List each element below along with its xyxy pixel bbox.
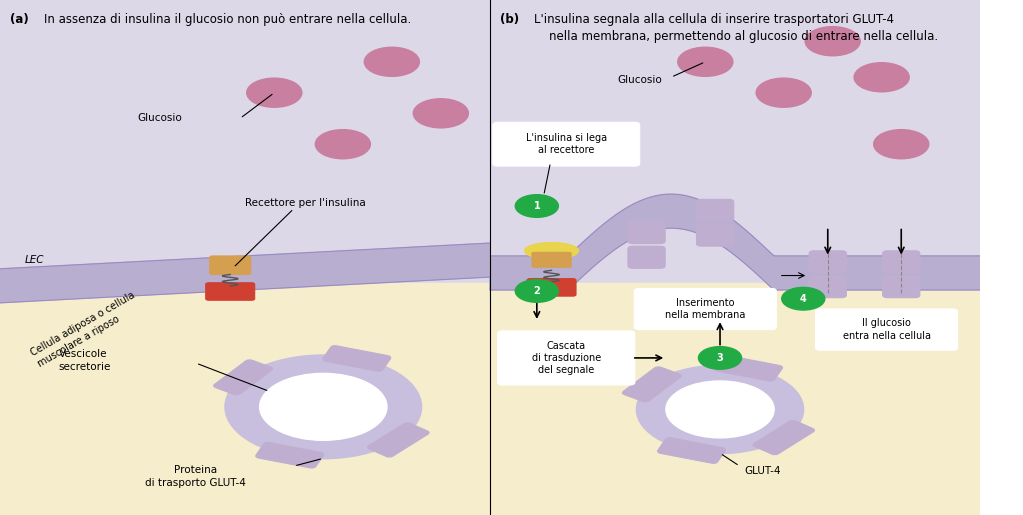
Text: L'insulina segnala alla cellula di inserire trasportatori GLUT-4
    nella membr: L'insulina segnala alla cellula di inser… <box>534 13 938 43</box>
Text: Inserimento
nella membrana: Inserimento nella membrana <box>665 298 746 320</box>
Text: Recettore per l'insulina: Recettore per l'insulina <box>244 198 365 209</box>
Ellipse shape <box>525 243 578 259</box>
FancyBboxPatch shape <box>815 309 958 350</box>
Text: Glucosio: Glucosio <box>137 113 182 124</box>
Text: (a): (a) <box>10 13 29 26</box>
FancyBboxPatch shape <box>883 276 920 298</box>
Circle shape <box>413 99 469 128</box>
FancyBboxPatch shape <box>214 360 272 395</box>
Circle shape <box>666 381 774 438</box>
Polygon shape <box>0 283 490 515</box>
Text: Il glucosio
entra nella cellula: Il glucosio entra nella cellula <box>843 318 931 341</box>
Text: LEC: LEC <box>25 255 44 265</box>
FancyBboxPatch shape <box>206 283 255 300</box>
Circle shape <box>782 287 825 310</box>
Text: Vescicole
secretorie: Vescicole secretorie <box>58 349 112 372</box>
Polygon shape <box>0 243 490 303</box>
FancyBboxPatch shape <box>628 221 665 244</box>
FancyBboxPatch shape <box>634 288 776 330</box>
FancyBboxPatch shape <box>527 279 576 296</box>
Text: Proteina
di trasporto GLUT-4: Proteina di trasporto GLUT-4 <box>145 465 247 488</box>
FancyBboxPatch shape <box>883 251 920 273</box>
Circle shape <box>364 47 419 76</box>
Circle shape <box>315 130 370 159</box>
Circle shape <box>854 63 909 92</box>
Text: 1: 1 <box>533 201 540 211</box>
FancyBboxPatch shape <box>628 246 665 268</box>
FancyBboxPatch shape <box>493 123 639 166</box>
Circle shape <box>225 355 421 458</box>
Circle shape <box>699 347 742 369</box>
Circle shape <box>636 366 803 453</box>
FancyBboxPatch shape <box>322 346 391 371</box>
Text: 2: 2 <box>533 286 540 296</box>
Circle shape <box>678 47 732 76</box>
Circle shape <box>756 78 811 107</box>
Circle shape <box>247 78 302 107</box>
FancyBboxPatch shape <box>210 256 251 274</box>
Circle shape <box>516 195 559 217</box>
Polygon shape <box>490 0 980 299</box>
Text: (b): (b) <box>499 13 519 26</box>
Text: 3: 3 <box>717 353 723 363</box>
FancyBboxPatch shape <box>622 367 681 402</box>
Text: Cellula adiposa o cellula
muscolare a riposo: Cellula adiposa o cellula muscolare a ri… <box>30 290 143 369</box>
Text: Glucosio: Glucosio <box>617 75 662 85</box>
FancyBboxPatch shape <box>809 276 846 298</box>
Polygon shape <box>490 194 980 290</box>
FancyBboxPatch shape <box>256 442 324 468</box>
Text: In assenza di insulina il glucosio non può entrare nella cellula.: In assenza di insulina il glucosio non p… <box>44 13 411 26</box>
FancyBboxPatch shape <box>809 251 846 273</box>
Circle shape <box>260 373 387 440</box>
FancyBboxPatch shape <box>497 331 635 385</box>
FancyBboxPatch shape <box>367 423 429 457</box>
Text: Cascata
di trasduzione
del segnale: Cascata di trasduzione del segnale <box>532 340 601 375</box>
Polygon shape <box>490 283 980 515</box>
FancyBboxPatch shape <box>658 438 725 464</box>
FancyBboxPatch shape <box>532 252 571 267</box>
Circle shape <box>516 280 559 302</box>
Circle shape <box>805 27 860 56</box>
Polygon shape <box>0 0 490 299</box>
FancyBboxPatch shape <box>697 199 733 221</box>
FancyBboxPatch shape <box>714 355 783 381</box>
Circle shape <box>874 130 929 159</box>
FancyBboxPatch shape <box>753 420 814 455</box>
Text: L'insulina si lega
al recettore: L'insulina si lega al recettore <box>526 133 607 156</box>
Text: 4: 4 <box>800 294 807 304</box>
FancyBboxPatch shape <box>697 224 733 246</box>
Text: GLUT-4: GLUT-4 <box>745 466 781 476</box>
